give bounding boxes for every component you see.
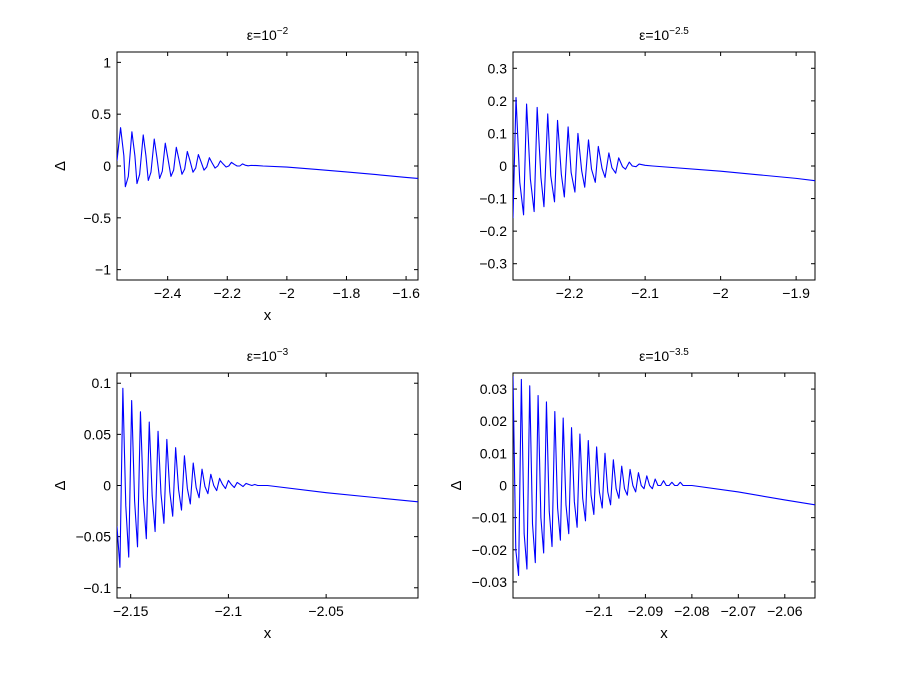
y-tick-label: 0.05 (84, 426, 111, 442)
subplot-title: ε=10−2.5 (639, 26, 689, 43)
y-tick-label: 0.1 (488, 125, 508, 141)
y-tick-label: 0 (499, 158, 507, 174)
axes-frame (512, 51, 816, 281)
series-line-1 (117, 127, 418, 188)
y-tick-label: −0.3 (479, 256, 507, 272)
y-tick-label: 0.03 (480, 381, 507, 397)
y-tick-label: 0.1 (92, 375, 112, 391)
x-tick-label: −2.07 (721, 603, 757, 619)
x-tick-label: −2.2 (556, 285, 584, 301)
x-tick-label: −2 (713, 285, 729, 301)
x-tick-label: −2.1 (585, 603, 613, 619)
y-tick-label: −0.02 (472, 542, 508, 558)
x-axis-label: x (660, 625, 668, 642)
x-axis-label: x (264, 307, 272, 324)
axes-frame (512, 372, 816, 599)
subplot-4: −2.1 −2.09 −2.08 −2.07 −2.06 −0.03 −0.02 −0.01 0… (448, 347, 816, 642)
y-tick-label: −0.5 (83, 210, 111, 226)
y-tick-label: 0 (103, 158, 111, 174)
title-base: ε=10 (247, 348, 277, 364)
x-tick-label: −1.6 (392, 285, 420, 301)
y-tick-label: −0.01 (472, 510, 508, 526)
subplot-3: −2.15 −2.1 −2.05 −0.1 −0.05 0 0.05 0.1 ε=10−3 x Δ (52, 347, 419, 642)
y-tick-label: 1 (103, 54, 111, 70)
y-tick-label: −0.1 (479, 191, 507, 207)
y-tick-label: 0.02 (480, 413, 507, 429)
x-tick-label: −1.8 (333, 285, 361, 301)
y-tick-label: 0.01 (480, 445, 507, 461)
subplot-title: ε=10−2 (247, 26, 289, 43)
x-tick-label: −2.09 (628, 603, 664, 619)
subplot-1: −2.4 −2.2 −2 −1.8 −1.6−1−0.500.51ε=10−2xΔ (52, 26, 420, 324)
y-tick-label: −0.2 (479, 223, 507, 239)
x-tick-label: −2 (279, 285, 295, 301)
y-tick-label: 0 (499, 478, 507, 494)
x-tick-label: −2.06 (767, 603, 803, 619)
x-axis-label: x (264, 625, 272, 642)
series-line-1 (117, 387, 418, 568)
y-tick-label: 0.2 (488, 93, 508, 109)
y-axis-label: Δ (448, 480, 465, 490)
subplot-title: ε=10−3 (247, 347, 289, 364)
title-exponent: −2.5 (669, 26, 689, 37)
x-tick-label: −2.2 (213, 285, 241, 301)
y-tick-label: −0.05 (76, 529, 112, 545)
title-exponent: −2 (277, 26, 289, 37)
x-tick-label: −2.1 (215, 603, 243, 619)
title-base: ε=10 (639, 348, 669, 364)
x-tick-label: −2.1 (631, 285, 659, 301)
y-axis-label: Δ (52, 161, 69, 171)
y-tick-label: −1 (95, 262, 111, 278)
y-tick-label: 0 (103, 478, 111, 494)
title-base: ε=10 (247, 27, 277, 43)
title-base: ε=10 (639, 27, 669, 43)
series-line-1 (513, 97, 815, 219)
x-tick-label: −2.05 (308, 603, 344, 619)
y-axis-label: Δ (52, 480, 69, 490)
series-line-1 (513, 376, 815, 577)
subplot-title: ε=10−3.5 (639, 347, 689, 364)
x-tick-label: −1.9 (782, 285, 810, 301)
x-tick-label: −2.15 (113, 603, 149, 619)
subplot-2: −2.2 −2.1 −2 −1.9 −0.3 −0.2 −0.1 0 0.1 0.2 0.3 ε=10… (479, 26, 816, 301)
x-tick-label: −2.4 (154, 285, 182, 301)
y-tick-label: −0.03 (472, 574, 508, 590)
y-tick-label: −0.1 (83, 580, 111, 596)
y-tick-label: 0.3 (488, 60, 508, 76)
title-exponent: −3 (277, 347, 289, 358)
y-tick-label: 0.5 (92, 106, 112, 122)
x-tick-label: −2.08 (674, 603, 710, 619)
title-exponent: −3.5 (669, 347, 689, 358)
